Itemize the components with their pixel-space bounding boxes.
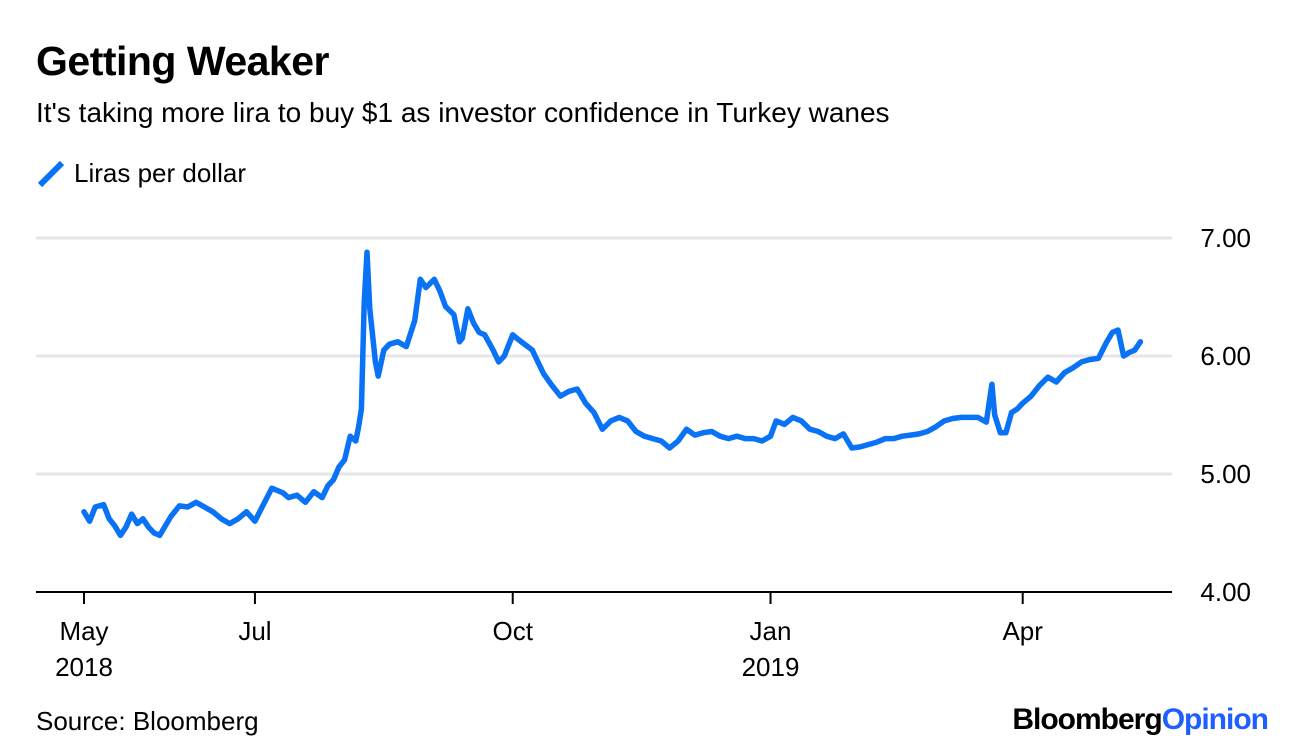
y-tick-label: 6.00 <box>1200 341 1251 371</box>
x-axis <box>36 591 1172 604</box>
y-axis-labels: 7.00 6.00 5.00 4.00 <box>1200 223 1251 607</box>
series-group <box>81 249 1144 539</box>
gridlines <box>36 236 1172 476</box>
x-tick-label: Oct <box>493 616 534 646</box>
chart-title: Getting Weaker <box>36 38 330 84</box>
x-tick-label: Jan <box>750 616 792 646</box>
chart-subtitle: It's taking more lira to buy $1 as inves… <box>36 97 890 128</box>
x-tick-sublabel: 2019 <box>742 652 800 682</box>
x-tick-sublabel: 2018 <box>55 652 113 682</box>
brand-main: Bloomberg <box>1012 703 1162 736</box>
legend: Liras per dollar <box>36 158 246 189</box>
series-line <box>81 249 1144 539</box>
y-tick-label: 4.00 <box>1200 577 1251 607</box>
legend-line-icon <box>37 160 65 187</box>
x-tick-label: Jul <box>238 616 271 646</box>
bloomberg-opinion-logo: BloombergOpinion <box>1012 703 1269 737</box>
brand-accent: Opinion <box>1161 703 1269 736</box>
y-tick-label: 7.00 <box>1200 223 1251 253</box>
y-tick-label: 5.00 <box>1200 459 1251 489</box>
source-note: Source: Bloomberg <box>36 706 259 736</box>
x-tick-label: May <box>59 616 108 646</box>
legend-label: Liras per dollar <box>74 158 246 188</box>
x-tick-label: Apr <box>1002 616 1043 646</box>
x-axis-labels: May 2018 Jul Oct Jan 2019 Apr <box>55 616 1043 682</box>
